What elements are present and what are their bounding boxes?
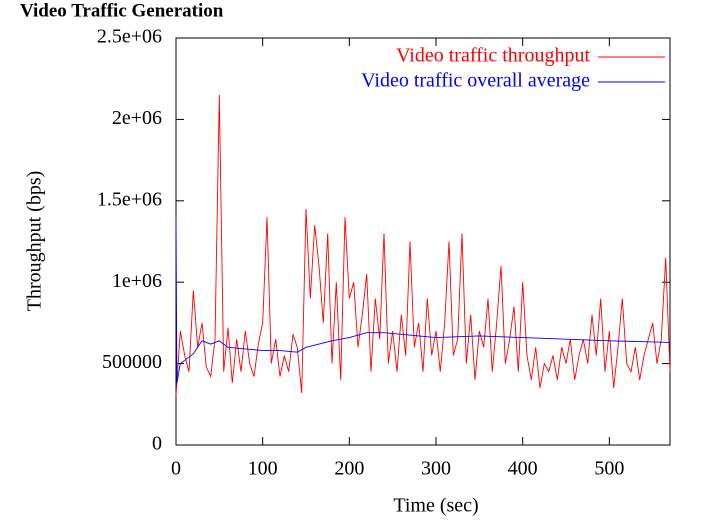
y-tick-label: 1e+06	[112, 270, 162, 292]
series-line	[175, 94, 671, 397]
y-axis-label: Throughput (bps)	[24, 171, 46, 312]
series-line	[175, 217, 671, 384]
chart-title: Video Traffic Generation	[20, 0, 224, 21]
x-tick-label: 300	[421, 458, 451, 480]
y-tick-label: 2.5e+06	[97, 26, 162, 48]
x-tick-label: 200	[334, 458, 364, 480]
x-tick-label: 400	[508, 458, 538, 480]
plot-frame	[175, 37, 671, 446]
y-tick-label: 500000	[102, 351, 162, 373]
x-tick-label: 500	[594, 458, 624, 480]
x-tick-label: 100	[248, 458, 278, 480]
legend-label: Video traffic overall average	[361, 70, 590, 92]
x-axis-label: Time (sec)	[393, 495, 478, 517]
y-tick-label: 0	[152, 433, 162, 455]
legend-label: Video traffic throughput	[396, 45, 590, 67]
y-tick-label: 2e+06	[112, 107, 162, 129]
y-tick-label: 1.5e+06	[97, 188, 162, 210]
x-tick-label: 0	[171, 458, 181, 480]
